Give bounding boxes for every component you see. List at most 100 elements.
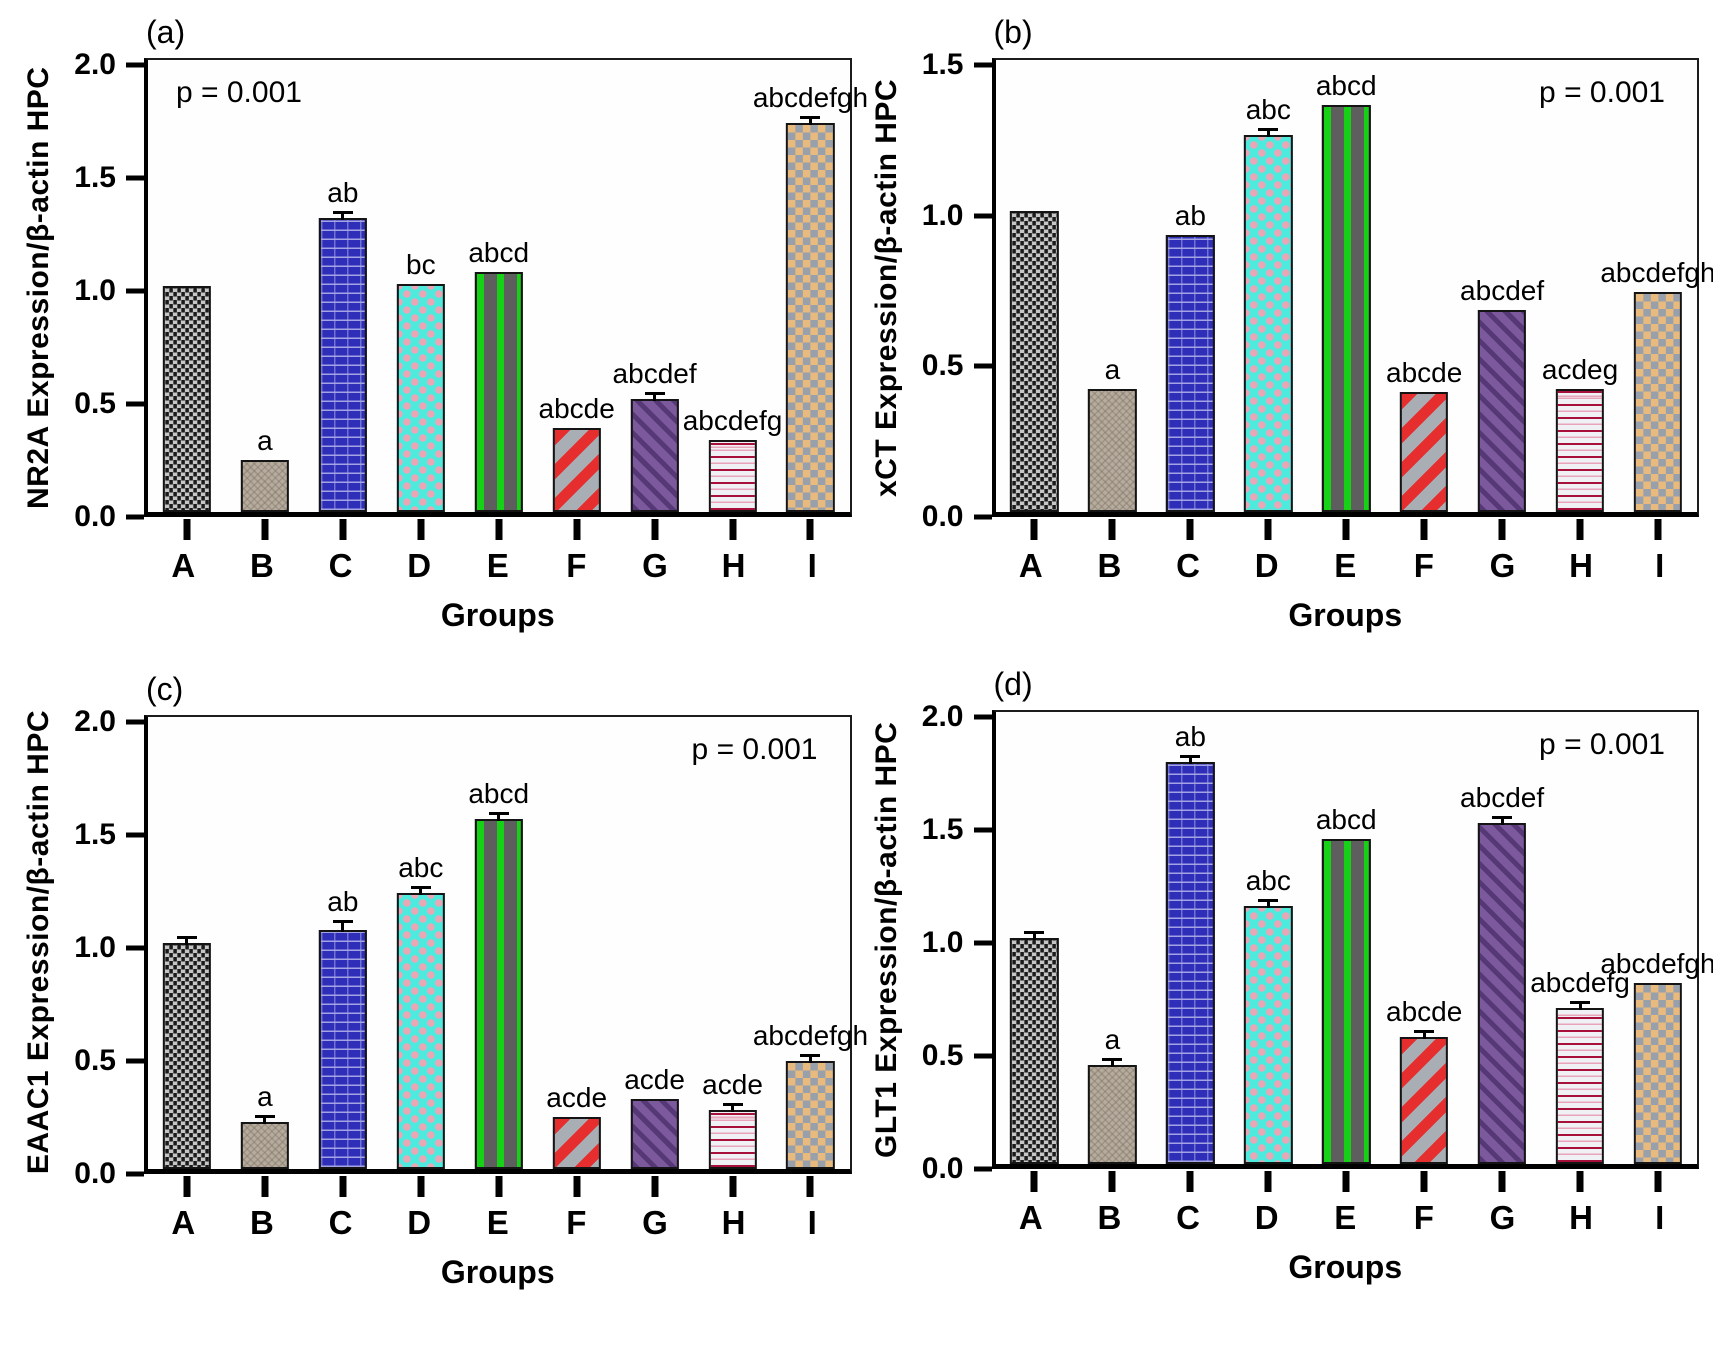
error-bar <box>1102 1057 1123 1067</box>
x-tick-mark <box>806 519 814 540</box>
y-tick-label: 0.5 <box>921 1039 964 1072</box>
bar-slot-F: acde <box>538 717 616 1198</box>
bar-slot-D: abc <box>1229 712 1307 1192</box>
y-tick-mark <box>973 213 992 219</box>
error-bar <box>800 116 821 126</box>
x-tick-label-E: E <box>486 1204 509 1242</box>
x-tick-mark <box>1030 1171 1038 1192</box>
x-tick-mark <box>573 1176 581 1198</box>
bar-slot-H: acde <box>694 717 772 1198</box>
bar-slot-G: abcdef <box>613 60 697 540</box>
bar-slot-E: abcd <box>1307 60 1385 540</box>
bar-I <box>1633 292 1683 512</box>
bar-slot-B: a <box>226 717 304 1198</box>
bar-H <box>1555 388 1605 512</box>
y-tick-label: 1.0 <box>74 274 116 307</box>
x-tick-mark <box>1342 1171 1350 1192</box>
y-tick-label: 0.0 <box>921 1152 964 1185</box>
plot-box-wrap: (b) p = 0.001 a ab abc abcd abcde abcdef acdeg ab… <box>991 14 1713 540</box>
x-tick-label-G: G <box>642 1204 668 1242</box>
panel-letter: (d) <box>993 666 1033 702</box>
bar-H <box>708 439 757 512</box>
bar-slot-H: acdeg <box>1541 60 1619 540</box>
y-tick-mark <box>126 945 144 951</box>
error-bar <box>1258 128 1279 138</box>
y-tick-mark <box>126 62 144 68</box>
x-tick-label-F: F <box>1413 1199 1434 1236</box>
y-tick-mark <box>973 1053 992 1059</box>
significance-label: abc <box>1245 94 1291 126</box>
x-tick-mark <box>806 1176 814 1198</box>
significance-label: abcde <box>1386 996 1463 1028</box>
x-tick-mark <box>1576 519 1584 540</box>
x-tick-label-E: E <box>1334 1199 1357 1236</box>
bar-D <box>396 893 445 1170</box>
four-panel-bar-figure: NR2A Expression/β-actin HPC 0.0 0.5 1.0 1.5 2… <box>14 14 1713 1291</box>
significance-label: abcd <box>468 237 530 269</box>
bar-B <box>1088 388 1137 512</box>
error-bar <box>1570 1001 1591 1011</box>
x-tick-mark <box>1576 1171 1584 1192</box>
bar-slot-C: ab <box>1151 712 1229 1192</box>
x-tick-mark <box>495 519 503 540</box>
x-tick-mark <box>1108 519 1116 540</box>
x-axis-title: Groups <box>1288 597 1403 633</box>
x-tick-mark <box>1108 1171 1116 1192</box>
x-tick-label-H: H <box>1569 1199 1593 1236</box>
panel-d: GLT1 Expression/β-actin HPC 0.0 0.5 1.0 1.5 2… <box>862 664 1713 1291</box>
x-tick-mark <box>1654 519 1662 540</box>
significance-label: abcdefg <box>1530 967 1630 999</box>
bar-E <box>1322 838 1371 1164</box>
significance-label: bc <box>405 248 436 280</box>
x-tick-label-B: B <box>249 547 274 584</box>
significance-label: abc <box>398 852 444 884</box>
significance-label: a <box>257 1080 273 1112</box>
plot-box-wrap: (a) p = 0.001 a ab bc abcd abcde abcdef abcdefg a… <box>144 14 868 540</box>
x-tick-label-D: D <box>407 1204 432 1242</box>
x-tick-mark <box>1030 519 1038 540</box>
x-tick-mark <box>1420 519 1428 540</box>
y-tick-mark <box>126 175 144 181</box>
bar-slot-D: abc <box>382 717 460 1198</box>
error-bar <box>1492 815 1513 825</box>
error-bar <box>176 936 197 946</box>
x-tick-mark <box>651 519 659 540</box>
x-tick-mark <box>339 519 347 540</box>
y-tick-label: 1.0 <box>921 198 964 232</box>
bar-slot-C: ab <box>304 60 382 540</box>
significance-label: abcde <box>538 393 615 425</box>
error-bar <box>1414 1030 1435 1040</box>
error-bar <box>1024 931 1045 940</box>
bars-container: a ab abc abcd abcde abcdef abcdefg abcdefgh <box>996 712 1713 1192</box>
x-tick-label-F: F <box>566 1204 587 1242</box>
x-tick-label-E: E <box>1334 547 1357 584</box>
x-axis-labels: A B C D E F G H I <box>992 547 1700 585</box>
x-tick-label-H: H <box>721 547 746 584</box>
y-tick-mark <box>126 1058 144 1064</box>
y-tick-label: 2.0 <box>921 700 964 733</box>
x-tick-mark <box>1420 1171 1428 1192</box>
x-tick-mark <box>1654 1171 1662 1192</box>
bar-B <box>240 460 290 512</box>
x-axis-labels: A B C D E F G H I <box>144 547 852 585</box>
y-tick-mark <box>973 514 992 520</box>
bar-slot-I: abcdefgh <box>1600 60 1713 540</box>
bar-slot-G: abcdef <box>1460 60 1544 540</box>
panel-c: EAAC1 Expression/β-actin HPC 0.0 0.5 1.0 1.5… <box>14 664 868 1291</box>
x-tick-label-A: A <box>171 1204 196 1242</box>
y-tick-label: 0.5 <box>74 1044 116 1078</box>
bar-slot-B: a <box>1073 60 1151 540</box>
y-tick-mark <box>126 514 144 520</box>
bar-C <box>318 218 367 512</box>
bar-G <box>1477 310 1527 512</box>
y-tick-label: 1.5 <box>74 161 116 194</box>
x-tick-label-I: I <box>1655 547 1665 584</box>
significance-label: abc <box>1245 865 1291 897</box>
y-axis-title: NR2A Expression/β-actin HPC <box>22 66 55 509</box>
bar-E <box>474 818 523 1170</box>
x-tick-label-I: I <box>807 1204 817 1242</box>
error-bar <box>800 1053 821 1063</box>
x-tick-mark <box>729 1176 737 1198</box>
significance-label: abcd <box>468 777 530 809</box>
bar-D <box>1244 135 1293 512</box>
